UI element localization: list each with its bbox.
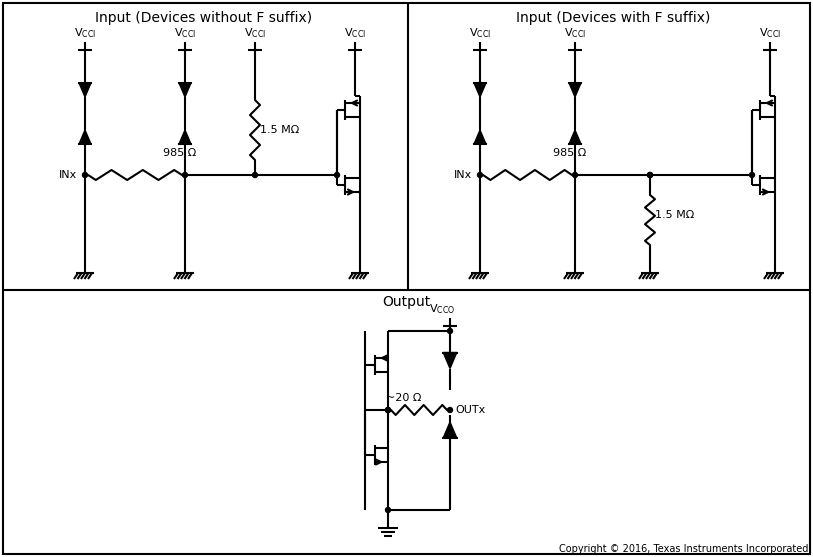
Circle shape — [385, 408, 390, 413]
Text: V$_{\rm CCI}$: V$_{\rm CCI}$ — [244, 26, 266, 40]
Circle shape — [385, 408, 390, 413]
Text: V$_{\rm CCI}$: V$_{\rm CCI}$ — [74, 26, 96, 40]
Text: OUTx: OUTx — [455, 405, 485, 415]
Text: Input (Devices with F suffix): Input (Devices with F suffix) — [515, 11, 711, 25]
Text: V$_{\rm CCI}$: V$_{\rm CCI}$ — [344, 26, 366, 40]
Circle shape — [182, 173, 188, 178]
Text: 1.5 MΩ: 1.5 MΩ — [655, 210, 694, 220]
Circle shape — [447, 408, 453, 413]
Circle shape — [647, 173, 653, 178]
Circle shape — [447, 329, 453, 334]
Text: V$_{\rm CCO}$: V$_{\rm CCO}$ — [429, 302, 455, 316]
Polygon shape — [179, 83, 191, 97]
Text: 1.5 MΩ: 1.5 MΩ — [260, 125, 299, 135]
Circle shape — [82, 173, 88, 178]
Circle shape — [647, 173, 653, 178]
Text: V$_{\rm CCI}$: V$_{\rm CCI}$ — [469, 26, 491, 40]
Polygon shape — [474, 83, 486, 97]
Polygon shape — [79, 83, 91, 97]
Polygon shape — [79, 130, 91, 144]
Polygon shape — [179, 130, 191, 144]
Text: INx: INx — [59, 170, 77, 180]
Text: V$_{\rm CCI}$: V$_{\rm CCI}$ — [564, 26, 586, 40]
Text: ~20 Ω: ~20 Ω — [386, 393, 421, 403]
Polygon shape — [443, 422, 457, 438]
Circle shape — [750, 173, 754, 178]
Circle shape — [572, 173, 577, 178]
Polygon shape — [474, 130, 486, 144]
Text: 985 Ω: 985 Ω — [163, 148, 196, 158]
Circle shape — [477, 173, 482, 178]
Text: V$_{\rm CCI}$: V$_{\rm CCI}$ — [759, 26, 781, 40]
Text: Copyright © 2016, Texas Instruments Incorporated: Copyright © 2016, Texas Instruments Inco… — [559, 544, 808, 554]
Circle shape — [334, 173, 340, 178]
Text: Input (Devices without F suffix): Input (Devices without F suffix) — [95, 11, 312, 25]
Text: V$_{\rm CCI}$: V$_{\rm CCI}$ — [174, 26, 196, 40]
Text: INx: INx — [454, 170, 472, 180]
Text: 985 Ω: 985 Ω — [553, 148, 586, 158]
Circle shape — [253, 173, 258, 178]
Polygon shape — [443, 353, 457, 369]
Polygon shape — [569, 130, 581, 144]
Polygon shape — [569, 83, 581, 97]
Text: Output: Output — [382, 295, 430, 309]
Circle shape — [385, 507, 390, 512]
